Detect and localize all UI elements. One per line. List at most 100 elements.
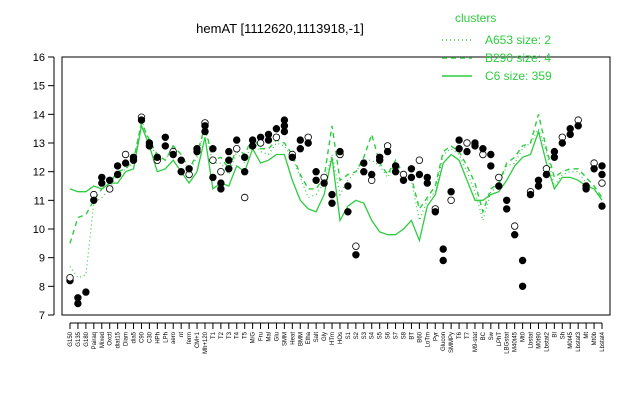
data-point: [217, 167, 225, 176]
y-tick-label: 8: [39, 281, 45, 293]
data-point: [503, 196, 511, 204]
data-point: [439, 245, 447, 253]
x-tick-label: S1: [346, 331, 352, 339]
data-point: [590, 165, 598, 173]
data-point: [487, 150, 495, 159]
x-tick-label: G150: [68, 331, 74, 346]
data-point: [447, 196, 455, 204]
x-tick-label: M0t45: [568, 331, 574, 348]
data-point: [550, 153, 559, 161]
x-tick-label: Mixed: [100, 332, 106, 348]
data-point: [391, 167, 400, 176]
data-point: [463, 147, 471, 156]
data-point: [431, 208, 439, 216]
data-point: [145, 142, 154, 150]
data-point: [582, 185, 590, 193]
y-axis: 7 8 9 10 11 12 13 14 15 16: [33, 52, 55, 322]
x-tick-label: Glu: [274, 332, 280, 341]
x-tick-label: SMMPy: [449, 332, 455, 353]
legend-label: C6 size: 359: [485, 69, 552, 83]
x-tick-label: S3: [362, 331, 368, 339]
x-tick-label: Lbstat2: [544, 331, 550, 351]
x-tick-label: G135: [76, 331, 82, 346]
x-tick-label: Mal: [267, 332, 273, 342]
x-tick-label: dia5: [132, 331, 138, 343]
x-tick-label: Fru: [259, 332, 265, 341]
x-tick-label: Mt0: [521, 331, 527, 342]
x-tick-label: SMM: [282, 332, 288, 346]
x-tick-label: Gly: [322, 332, 328, 341]
data-point: [264, 136, 273, 144]
data-point: [256, 139, 265, 147]
x-tick-label: T6: [457, 331, 463, 339]
x-tick-label: M/G: [251, 332, 257, 344]
data-point: [455, 136, 463, 144]
x-tick-label: Glucon: [441, 332, 447, 351]
data-point: [98, 173, 106, 182]
data-point: [352, 251, 360, 259]
data-point: [280, 127, 289, 136]
plot-frame: [61, 56, 611, 316]
data-point: [566, 130, 574, 139]
data-point: [328, 190, 336, 199]
data-point: [137, 116, 146, 124]
x-tick-label: S6: [386, 331, 392, 339]
series-line-dashed: [69, 114, 603, 244]
data-point: [113, 162, 122, 170]
data-point: [503, 205, 511, 213]
data-point: [209, 144, 217, 153]
legend: clusters A653 size: 2 B290 size: 4 C6 size…: [442, 11, 552, 83]
x-tick-label: T3: [227, 331, 233, 339]
data-point: [193, 147, 201, 156]
data-point: [455, 144, 463, 153]
x-tick-label: M0t90: [537, 331, 543, 348]
x-axis: G150 G135 G180 Pairaq Mixed Oxctl diat15 Diam di…: [68, 322, 606, 354]
data-point: [542, 170, 551, 179]
x-tick-label: diat15: [116, 331, 122, 348]
data-point: [209, 156, 217, 164]
x-tick-label: G180: [84, 331, 90, 346]
x-tick-label: Pyr: [433, 332, 439, 341]
data-point: [312, 167, 320, 176]
data-point: [344, 208, 352, 216]
data-point: [526, 190, 535, 199]
data-point: [471, 139, 479, 147]
data-point: [272, 133, 281, 141]
legend-label: A653 size: 2: [485, 33, 551, 47]
data-point: [201, 122, 209, 130]
y-tick-label: 11: [34, 195, 45, 207]
x-tick-label: Heat: [290, 332, 296, 345]
x-tick-label: Oxctl: [108, 332, 114, 346]
data-point: [320, 179, 328, 187]
x-tick-label: LPh: [163, 332, 169, 343]
data-point: [574, 122, 582, 130]
x-tick-label: Lbstat4: [600, 331, 606, 351]
data-point: [407, 165, 416, 173]
x-tick-label: Pairaq: [92, 332, 98, 349]
data-point: [217, 179, 225, 187]
data-point: [161, 133, 169, 141]
data-point: [169, 150, 177, 159]
data-point: [415, 156, 424, 164]
x-tick-label: T5: [243, 331, 249, 339]
x-tick-label: Sw: [489, 331, 495, 340]
data-point: [121, 150, 130, 159]
x-tick-label: C90: [140, 331, 146, 343]
x-tick-label: Lbstat: [529, 332, 535, 349]
data-point: [161, 142, 169, 150]
x-tick-label: S8: [402, 331, 408, 339]
data-point: [447, 187, 455, 196]
data-point: [105, 176, 114, 184]
data-point: [225, 165, 233, 173]
data-point: [177, 156, 185, 164]
y-tick-label: 7: [39, 310, 45, 322]
x-tick-label: BMM: [298, 332, 304, 346]
data-point: [74, 294, 82, 302]
data-point: [511, 222, 519, 230]
data-point: [376, 156, 384, 164]
data-point: [518, 282, 527, 290]
data-point: [296, 136, 304, 144]
data-point: [344, 182, 352, 190]
x-tick-label: S2: [354, 331, 360, 339]
